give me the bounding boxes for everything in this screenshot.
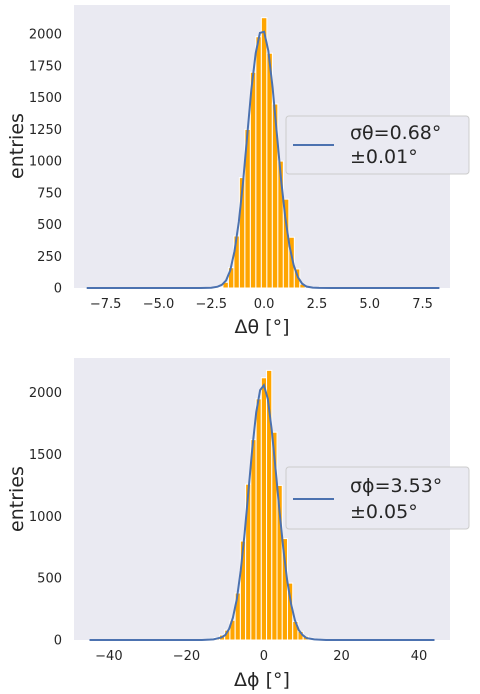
histogram-bar [255, 36, 262, 289]
histogram-bar [250, 439, 257, 641]
histogram-bar [255, 398, 262, 641]
histogram-bar [260, 17, 268, 289]
x-tick-label: 7.5 [412, 297, 433, 312]
y-axis-label-theta: entries [6, 113, 28, 179]
y-tick-label: 1250 [29, 123, 62, 138]
x-axis-label-theta: Δθ [°] [235, 316, 290, 338]
y-tick-label: 500 [37, 572, 62, 587]
x-tick-label: −2.5 [196, 297, 228, 312]
y-tick-label: 1000 [29, 155, 62, 170]
y-tick-label: 1500 [29, 91, 62, 106]
legend-box-theta [285, 115, 470, 175]
histogram-bar [266, 52, 273, 289]
y-tick-label: 250 [37, 250, 62, 265]
y-tick-label: 500 [37, 218, 62, 233]
x-axis-label-phi: Δϕ [°] [234, 669, 290, 691]
y-tick-label: 2000 [29, 386, 62, 401]
fit-curve-theta [86, 30, 440, 289]
legend-label-theta-line2: ±0.01° [350, 146, 418, 168]
x-ticks-phi: −40 −20 0 20 40 [95, 649, 427, 664]
legend-theta: σθ=0.68° ±0.01° [285, 115, 470, 175]
legend-box-phi [285, 466, 470, 530]
x-tick-label: −20 [173, 649, 200, 664]
x-tick-label: 20 [333, 649, 350, 664]
histogram-bar [249, 71, 257, 289]
y-ticks-phi: 0 500 1000 1500 2000 [29, 386, 62, 648]
x-tick-label: 0.0 [254, 297, 275, 312]
y-tick-label: 1000 [29, 510, 62, 525]
legend-label-phi-line1: σϕ=3.53° [350, 475, 442, 497]
x-tick-label: 5.0 [359, 297, 380, 312]
x-tick-label: 2.5 [307, 297, 328, 312]
panel-theta: −7.5 −5.0 −2.5 0.0 2.5 5.0 7.5 0 250 500 750 1000 1… [6, 5, 470, 338]
x-tick-label: −40 [95, 649, 122, 664]
y-tick-label: 2000 [29, 28, 62, 43]
y-tick-label: 1500 [29, 448, 62, 463]
histogram-bar [288, 236, 295, 289]
fit-curve-phi [89, 383, 435, 641]
y-tick-label: 0 [54, 634, 62, 649]
x-tick-label: 0 [260, 649, 268, 664]
panel-phi: −40 −20 0 20 40 0 500 1000 1500 2000 Δϕ [°] entr… [6, 358, 470, 691]
y-ticks-theta: 0 250 500 750 1000 1250 1500 1750 2000 [29, 28, 62, 297]
legend-label-theta-line1: σθ=0.68° [350, 122, 441, 144]
x-tick-label: −7.5 [90, 297, 122, 312]
histogram-bar [260, 377, 268, 641]
legend-label-phi-line2: ±0.05° [350, 501, 418, 523]
y-tick-label: 0 [54, 282, 62, 297]
x-tick-label: −5.0 [143, 297, 175, 312]
y-tick-label: 1750 [29, 59, 62, 74]
x-tick-label: 40 [411, 649, 428, 664]
y-axis-label-phi: entries [6, 466, 28, 532]
y-tick-label: 750 [37, 186, 62, 201]
x-ticks-theta: −7.5 −5.0 −2.5 0.0 2.5 5.0 7.5 [90, 297, 433, 312]
legend-phi: σϕ=3.53° ±0.05° [285, 466, 470, 530]
